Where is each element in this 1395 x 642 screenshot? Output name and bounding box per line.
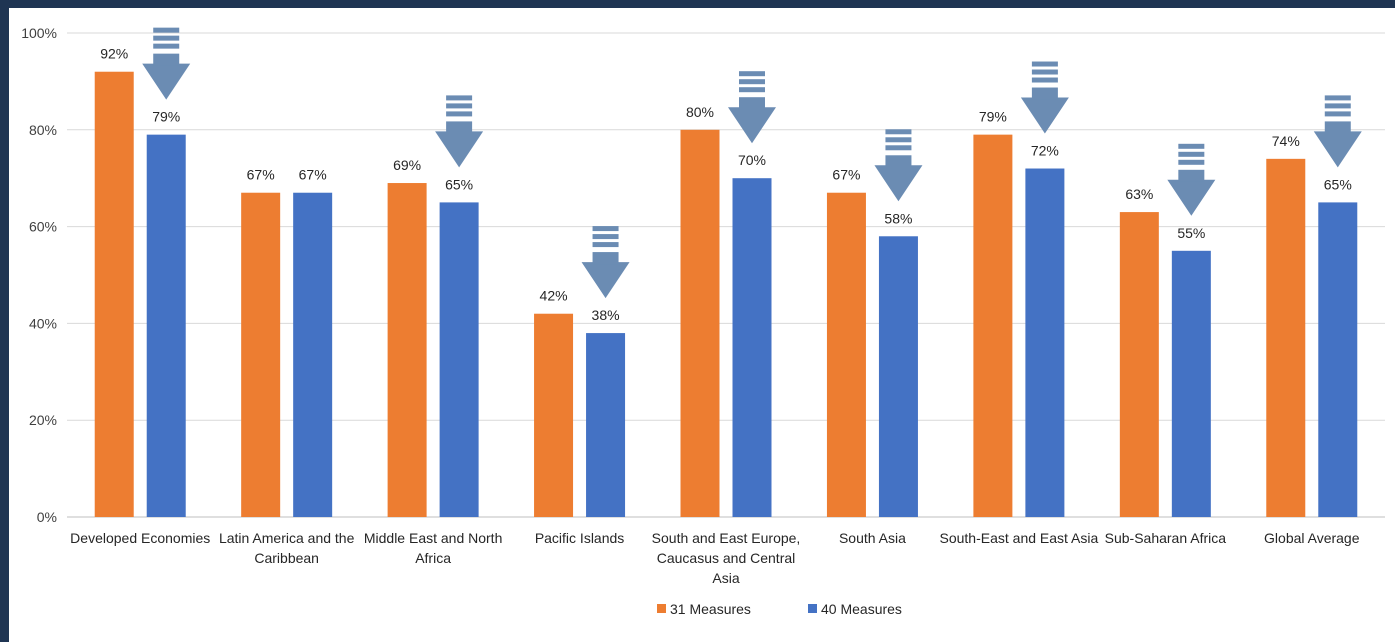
data-label: 67% — [247, 167, 275, 183]
y-tick-label: 20% — [29, 412, 57, 428]
legend-swatch-2 — [808, 604, 817, 613]
bar-series-2 — [878, 236, 918, 517]
category-label: Developed Economies — [70, 530, 210, 546]
category-label-line: Caribbean — [254, 550, 319, 566]
category-label-line: Pacific Islands — [535, 530, 624, 546]
bar-series-1 — [1119, 212, 1159, 517]
category-label-line: South-East and East Asia — [940, 530, 1099, 546]
data-label: 67% — [832, 167, 860, 183]
decrease-arrow-icon — [435, 95, 484, 168]
category-label: South and East Europe, Caucasus and Centr… — [652, 530, 801, 586]
category-label: Sub-Saharan Africa — [1105, 530, 1227, 546]
bar-series-2 — [439, 202, 479, 517]
category-label-line: Global Average — [1264, 530, 1360, 546]
data-label: 72% — [1031, 143, 1059, 159]
legend-label-1: 31 Measures — [670, 601, 751, 617]
bar-series-1 — [94, 71, 134, 517]
bar-series-2 — [293, 192, 333, 517]
decrease-arrow-icon — [1020, 61, 1069, 134]
bar-series-1 — [241, 192, 281, 517]
bar-series-1 — [826, 192, 866, 517]
data-label: 70% — [738, 152, 766, 168]
bar-series-2 — [146, 134, 186, 517]
category-label: Pacific Islands — [535, 530, 624, 546]
category-label-line: Middle East and North — [364, 530, 503, 546]
category-label: Global Average — [1264, 530, 1360, 546]
data-label: 79% — [979, 109, 1007, 125]
data-label: 42% — [540, 288, 568, 304]
category-label-line: Africa — [415, 550, 451, 566]
data-label: 74% — [1272, 133, 1300, 149]
bar-series-1 — [387, 183, 427, 518]
decrease-arrow-icon — [1313, 95, 1362, 168]
bar-series-1 — [1266, 158, 1306, 517]
bar-series-1 — [973, 134, 1013, 517]
legend-swatch-1 — [657, 604, 666, 613]
bar-series-2 — [586, 333, 626, 517]
bar-chart: 0% 20% 40% 60% 80% 100% 92% 79% Developed Econom… — [21, 25, 1385, 617]
bar-series-1 — [534, 313, 574, 517]
y-tick-label: 40% — [29, 315, 57, 331]
legend-label-2: 40 Measures — [821, 601, 902, 617]
data-label: 55% — [1177, 225, 1205, 241]
bar-series-2 — [1171, 250, 1211, 518]
data-label: 65% — [1324, 176, 1352, 192]
bar-series-1 — [680, 129, 720, 518]
bar-series-2 — [732, 178, 772, 517]
data-label: 67% — [299, 167, 327, 183]
bar-series-2 — [1318, 202, 1358, 517]
data-label: 65% — [445, 176, 473, 192]
category-label-line: Sub-Saharan Africa — [1105, 530, 1227, 546]
decrease-arrow-icon — [728, 71, 776, 144]
y-tick-label: 80% — [29, 122, 57, 138]
category-label-line: Caucasus and Central — [657, 550, 796, 566]
category-label: Latin America and the Caribbean — [219, 530, 355, 566]
y-tick-label: 0% — [37, 509, 57, 525]
y-tick-label: 100% — [21, 25, 57, 41]
category-label-line: Developed Economies — [70, 530, 210, 546]
data-label: 63% — [1125, 186, 1153, 202]
category-label: South Asia — [839, 530, 906, 546]
category-label-line: South and East Europe, — [652, 530, 801, 546]
category-label: Middle East and North Africa — [364, 530, 503, 566]
data-label: 69% — [393, 157, 421, 173]
category-label-line: Asia — [712, 570, 739, 586]
data-label: 79% — [152, 109, 180, 125]
data-label: 92% — [100, 46, 128, 62]
data-label: 80% — [686, 104, 714, 120]
decrease-arrow-icon — [1167, 143, 1216, 216]
category-label-line: Latin America and the — [219, 530, 355, 546]
y-tick-label: 60% — [29, 219, 57, 235]
bar-series-2 — [1025, 168, 1065, 517]
data-label: 58% — [884, 210, 912, 226]
category-label: South-East and East Asia — [940, 530, 1099, 546]
decrease-arrow-icon — [874, 129, 923, 202]
decrease-arrow-icon — [581, 226, 630, 299]
decrease-arrow-icon — [142, 27, 191, 100]
data-label: 38% — [592, 307, 620, 323]
category-label-line: South Asia — [839, 530, 906, 546]
